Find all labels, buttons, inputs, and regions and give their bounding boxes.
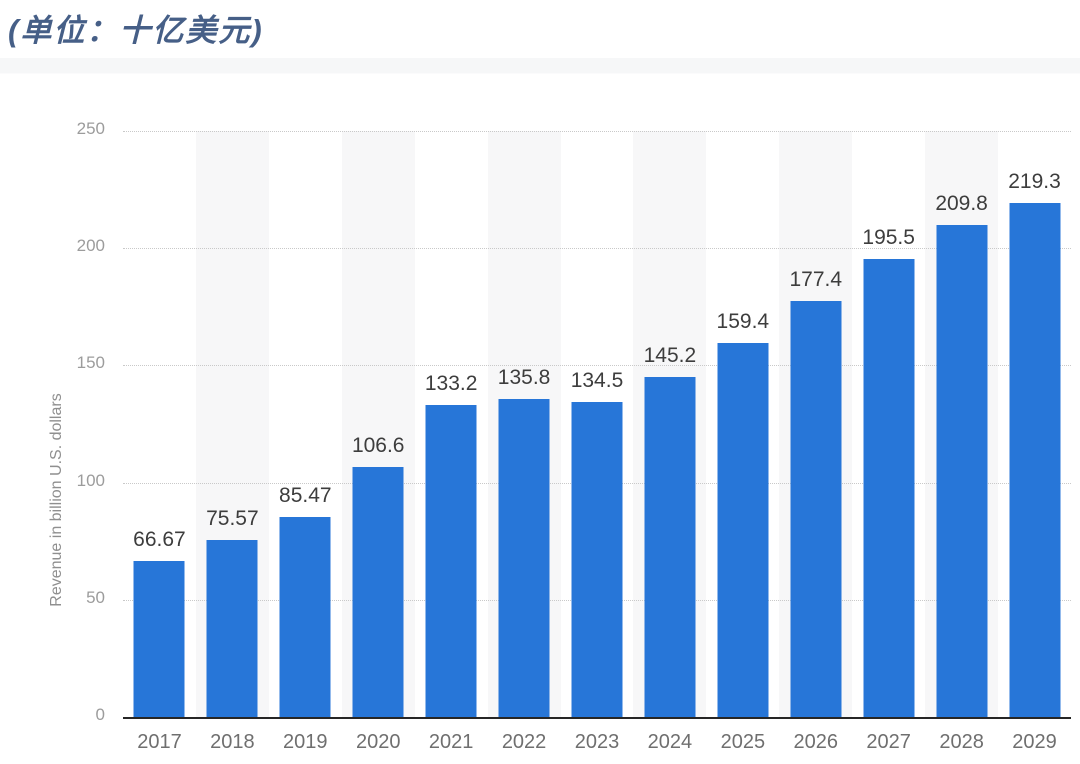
bar-2019[interactable] [279, 516, 331, 717]
bar-2020[interactable] [352, 467, 404, 717]
bar-column-2028: 209.8 [925, 131, 999, 717]
bar-column-2019: 85.47 [269, 131, 342, 717]
plot-area: 66.67 75.57 85.47 106.6 133.2 135.8 134.5 145.2… [123, 131, 1071, 719]
bar-value-label-2029: 219.3 [1008, 169, 1061, 193]
x-axis-label-2028: 2028 [939, 731, 984, 753]
bar-2018[interactable] [206, 539, 258, 717]
bar-2028[interactable] [936, 225, 988, 717]
x-axis-label-2023: 2023 [574, 731, 620, 753]
bar-value-label-2018: 75.57 [206, 506, 259, 530]
bar-column-2021: 133.2 [415, 131, 488, 717]
bar-column-2024: 145.2 [633, 131, 707, 717]
x-axis-label-2019: 2019 [283, 731, 328, 753]
bar-2025[interactable] [717, 343, 769, 717]
bar-column-2026: 177.4 [779, 131, 853, 717]
x-axis-label-2022: 2022 [501, 731, 547, 753]
y-axis-tick-label-150: 150 [76, 353, 105, 373]
y-axis-tick-label-50: 50 [86, 587, 105, 607]
y-axis-tick-label-250: 250 [76, 119, 105, 138]
bar-value-label-2026: 177.4 [789, 268, 843, 292]
gridline-150 [123, 365, 1071, 367]
x-axis-label-2026: 2026 [793, 731, 839, 753]
x-axis: 2017 2018 2019 2020 2021 2022 2023 2024 2025 2026… [123, 731, 1071, 754]
bar-column-2020: 106.6 [341, 131, 415, 717]
x-axis-label-2018: 2018 [210, 731, 255, 753]
bar-value-label-2020: 106.6 [351, 434, 405, 458]
x-axis-label-2029: 2029 [1012, 731, 1057, 753]
bar-value-label-2027: 195.5 [862, 225, 915, 249]
y-axis-tick-label-100: 100 [76, 470, 105, 490]
bar-value-label-2019: 85.47 [279, 483, 332, 507]
bar-column-2029: 219.3 [998, 131, 1071, 717]
x-axis-label-2017: 2017 [137, 731, 182, 753]
bar-value-label-2023: 134.5 [570, 368, 624, 392]
x-axis-label-2025: 2025 [720, 731, 766, 753]
x-axis-label-2020: 2020 [355, 731, 401, 753]
bar-column-2018: 75.57 [195, 131, 269, 717]
bar-column-2023: 134.5 [561, 131, 634, 717]
x-axis-label-2021: 2021 [428, 731, 474, 753]
y-axis-title: Revenue in billion U.S. dollars [48, 393, 65, 607]
bar-2023[interactable] [571, 401, 623, 717]
bar-2021[interactable] [425, 404, 477, 717]
bar-column-2025: 159.4 [706, 131, 779, 717]
x-axis-label-2027: 2027 [866, 731, 911, 753]
bar-value-label-2024: 145.2 [643, 343, 697, 367]
gridline-200 [123, 248, 1071, 250]
bar-value-label-2021: 133.2 [424, 371, 478, 395]
bar-2027[interactable] [863, 258, 915, 717]
bar-2022[interactable] [498, 398, 550, 717]
header-divider-strip [0, 58, 1080, 74]
bar-2026[interactable] [790, 301, 842, 717]
y-axis-tick-label-200: 200 [76, 236, 105, 256]
y-axis-tick-label-0: 0 [95, 705, 105, 724]
bar-value-label-2028: 209.8 [935, 192, 988, 216]
bar-value-label-2017: 66.67 [133, 527, 186, 551]
bar-column-2017: 66.67 [123, 131, 196, 717]
bar-column-2022: 135.8 [487, 131, 561, 717]
bar-2029[interactable] [1009, 202, 1061, 717]
bar-value-label-2022: 135.8 [497, 365, 551, 389]
gridline-250 [123, 131, 1071, 132]
x-axis-label-2024: 2024 [647, 731, 693, 753]
bar-2017[interactable] [133, 560, 185, 717]
page-title: (单位：十亿美元) [8, 13, 264, 48]
bar-column-2027: 195.5 [852, 131, 925, 717]
bar-2024[interactable] [644, 376, 696, 717]
bar-value-label-2025: 159.4 [716, 310, 770, 334]
